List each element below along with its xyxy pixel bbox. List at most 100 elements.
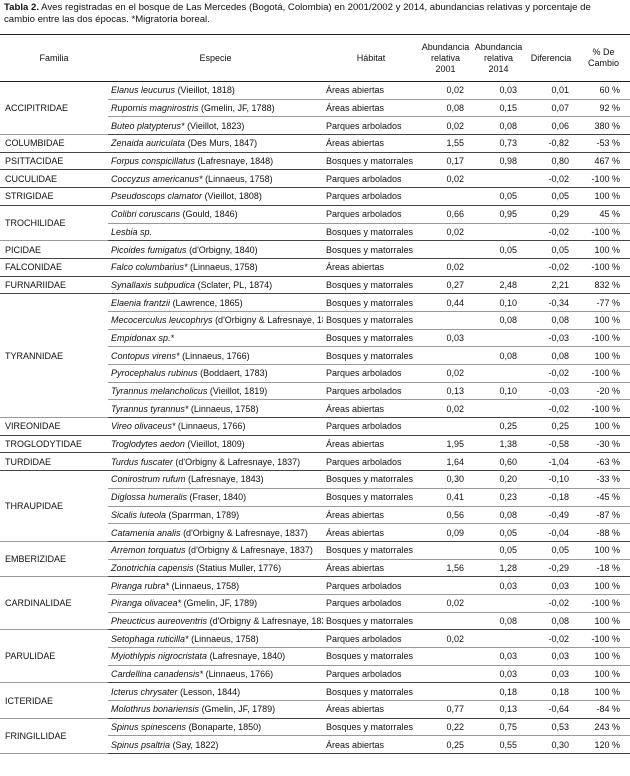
abundance-2001 [419,682,472,702]
species-cell: Rupornis magnirostris (Gmelin, JF, 1788) [108,99,323,118]
species-name: Elaenia frantzii [111,297,171,308]
percent-change: 100 % [577,612,630,631]
species-author: (Lawrence, 1865) [172,297,243,308]
habitat: Áreas abiertas [323,435,419,454]
abundance-2001: 0,09 [419,523,472,542]
species-cell: Pseudoscops clamator (Vieillot, 1808) [108,187,323,206]
habitat: Áreas abiertas [323,399,419,419]
abundance-2001: 0,02 [419,399,472,419]
habitat: Bosques y matorrales [323,293,419,312]
table-row: Diglossa humeralis (Fraser, 1840) Bosques… [0,488,630,507]
species-cell: Troglodytes aedon (Vieillot, 1809) [108,435,323,454]
table-row: FALCONIDAE Falco columbarius* (Linnaeus, … [0,258,630,277]
species-author: (Linnaeus, 1758) [190,403,259,414]
abundance-2001: 0,02 [419,258,472,277]
species-author: (Vieillot, 1819) [209,386,268,397]
abundance-2001 [419,187,472,206]
species-author: (Vieillot, 1818) [177,85,235,96]
abundance-2014 [472,364,525,383]
habitat: Áreas abiertas [323,134,419,153]
species-cell: Zenaida auriculata (Des Murs, 1847) [108,134,323,153]
habitat: Bosques y matorrales [323,718,419,737]
species-author: (Vieillot, 1808) [204,191,262,202]
difference: -0,03 [525,329,577,348]
family-cell: FALCONIDAE [0,258,108,277]
difference: 0,03 [525,647,577,666]
habitat: Parques arbolados [323,665,419,684]
family-cell: STRIGIDAE [0,187,108,206]
abundance-2014: 0,03 [472,81,525,100]
percent-change: -30 % [577,435,630,454]
table-row: Myiothlypis nigrocristata (Lafresnaye, 1… [0,647,630,666]
abundance-2014: 2,48 [472,276,525,295]
percent-change: 100 % [577,346,630,365]
table-row: Tyrannus melancholicus (Vieillot, 1819) P… [0,382,630,401]
species-author: (Say, 1822) [172,739,219,750]
abundance-2001: 1,64 [419,452,472,472]
species-cell: Zonotrichia capensis (Statius Muller, 17… [108,559,323,578]
table-row: ACCIPITRIDAE Elanus leucurus (Vieillot, 1… [0,81,630,136]
species-cell: Pyrocephalus rubinus (Boddaert, 1783) [108,364,323,383]
habitat: Áreas abiertas [323,258,419,277]
species-author: (Gmelin, JF, 1789) [183,598,258,609]
species-name: Lesbia sp. [111,226,153,237]
difference: -0,02 [525,594,577,613]
family-cell: CUCULIDAE [0,169,108,189]
habitat: Áreas abiertas [323,735,419,755]
table-row: Lesbia sp. Bosques y matorrales 0,02 -0,02-… [0,223,630,242]
habitat: Parques arbolados [323,205,419,224]
species-author: (Boddaert, 1783) [200,368,268,379]
family-cell: VIREONIDAE [0,417,108,436]
habitat: Bosques y matorrales [323,541,419,560]
habitat: Parques arbolados [323,576,419,595]
abundance-2001: 1,56 [419,559,472,578]
difference: 0,80 [525,152,577,171]
species-name: Picoides fumigatus [111,244,187,255]
species-cell: Picoides fumigatus (d'Orbigny, 1840) [108,240,323,259]
species-author: (Vieillot, 1823) [187,120,245,131]
table-row: Mecocerculus leucophrys (d'Orbigny & Laf… [0,311,630,330]
difference: 0,03 [525,665,577,684]
abundance-2001: 0,56 [419,506,472,525]
table-row: THRAUPIDAE Conirostrum rufum (Lafresnaye,… [0,470,630,542]
abundance-2014: 0,08 [472,311,525,330]
abundance-2001 [419,647,472,666]
habitat: Áreas abiertas [323,700,419,719]
abundance-2014: 0,05 [472,187,525,206]
abundance-2014: 0,23 [472,488,525,507]
percent-change: -100 % [577,399,630,419]
percent-change: 100 % [577,541,630,560]
table-row: Molothrus bonariensis (Gmelin, JF, 1789)… [0,700,630,719]
species-author: (Gould, 1846) [182,209,238,220]
abundance-2001 [419,541,472,560]
species-name: Colibri coruscans [111,209,181,220]
abundance-2014: 0,10 [472,293,525,312]
habitat: Parques arbolados [323,594,419,613]
percent-change: -33 % [577,470,630,489]
abundance-2001: 0,02 [419,594,472,613]
difference: 0,01 [525,81,577,100]
species-author: (d'Orbigny & Lafresnaye, 1837) [215,315,323,326]
species-author: (Linnaeus, 1758) [171,580,240,591]
species-name: Piranga olivacea* [111,598,182,609]
abundance-2014: 0,08 [472,346,525,365]
table-row: COLUMBIDAE Zenaida auriculata (Des Murs, … [0,134,630,153]
abundance-2014: 0,15 [472,99,525,118]
percent-change: -100 % [577,629,630,648]
habitat: Parques arbolados [323,382,419,401]
species-name: Coccyzus americanus* [111,173,203,184]
abundance-2001: 0,08 [419,99,472,118]
species-cell: Contopus virens* (Linnaeus, 1766) [108,346,323,365]
species-cell: Mecocerculus leucophrys (d'Orbigny & Laf… [108,311,323,330]
column-header: Familia [0,34,108,82]
difference: -0,49 [525,506,577,525]
table-row: Pheucticus aureoventris (d'Orbigny & Laf… [0,612,630,631]
species-author: (Bonaparte, 1850) [188,722,262,733]
table-body: ACCIPITRIDAE Elanus leucurus (Vieillot, 1… [0,81,630,755]
percent-change: 100 % [577,665,630,684]
family-cell: THRAUPIDAE [0,470,108,542]
species-cell: Sicalis luteola (Sparrman, 1789) [108,506,323,525]
species-name: Zonotrichia capensis [111,562,194,573]
species-author: (Sclater, PL, 1874) [197,279,273,290]
abundance-2001: 0,27 [419,276,472,295]
